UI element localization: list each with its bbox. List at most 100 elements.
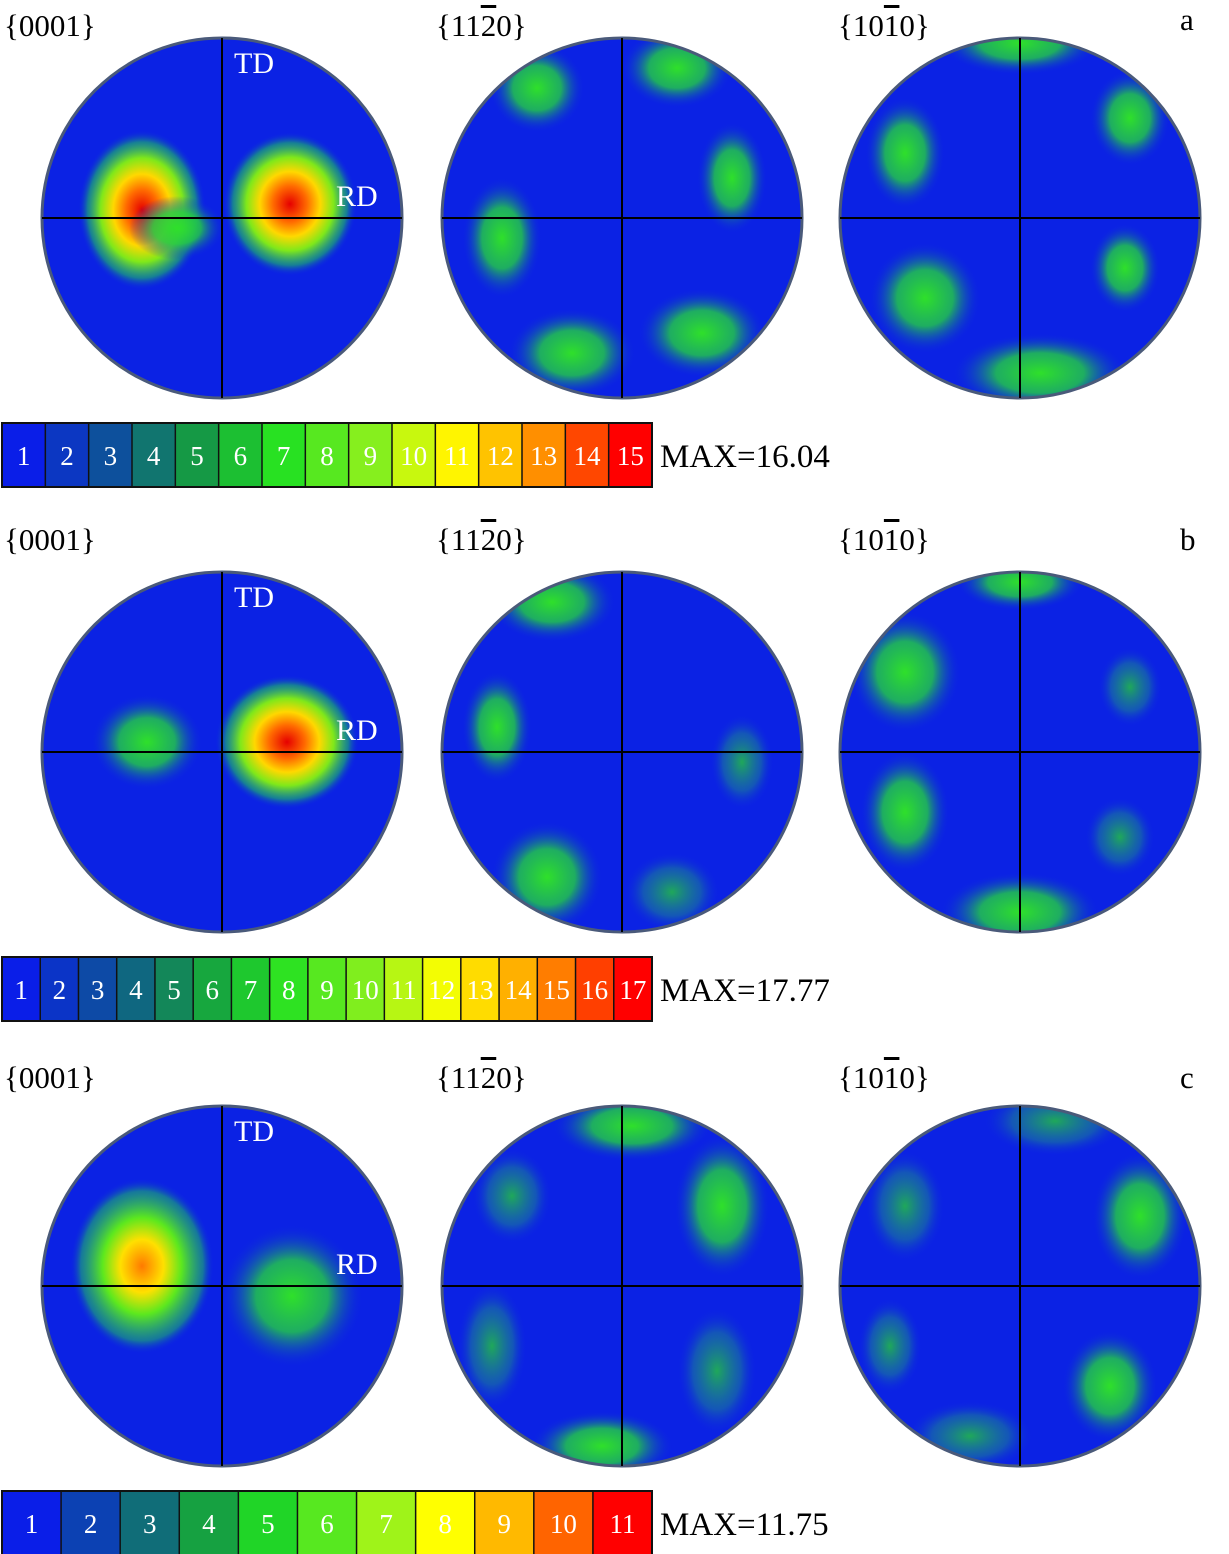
colorbar-segment — [238, 1491, 298, 1554]
colorbar-segment — [154, 957, 194, 1021]
colorbar-tick-label: 5 — [261, 1509, 275, 1539]
intensity-spot — [456, 1282, 528, 1410]
panel-a-header-0001: {0001} — [4, 8, 96, 43]
colorbar-tick-label: 5 — [167, 975, 181, 1005]
colorbar-tick-label: 17 — [619, 975, 646, 1005]
intensity-spot — [1084, 797, 1156, 877]
colorbar-tick-label: 10 — [400, 441, 427, 471]
colorbar-tick-label: 3 — [104, 441, 118, 471]
intensity-spot — [849, 611, 961, 733]
colorbar-segment — [392, 423, 436, 487]
colorbar-segment — [40, 957, 79, 1021]
intensity-spot — [865, 1150, 945, 1262]
colorbar-tick-label: 2 — [60, 441, 74, 471]
colorbar-segment — [132, 423, 176, 487]
colorbar-tick-label: 11 — [444, 441, 470, 471]
colorbar-frame — [1, 422, 653, 488]
intensity-spot — [696, 122, 768, 234]
intensity-spot — [858, 1298, 922, 1394]
pole-figure-b-0001: TD RD — [40, 570, 404, 934]
colorbar-tick-label: 14 — [574, 441, 602, 471]
colorbar-segment — [592, 1491, 653, 1554]
colorbar-segment — [533, 1491, 594, 1554]
colorbar-tick-label: 7 — [244, 975, 258, 1005]
intensity-spot — [869, 242, 981, 354]
intensity-spot — [865, 97, 945, 209]
colorbar-segment — [297, 1491, 358, 1554]
colorbar-tick-label: 7 — [277, 441, 291, 471]
colorbar-c: 1 2 3 4 5 6 7 8 9 10 11 MAX=11.75 — [1, 1490, 829, 1554]
intensity-spot — [530, 1410, 674, 1466]
colorbar-segment — [269, 957, 309, 1021]
colorbar-segment — [346, 957, 385, 1021]
colorbar-segment — [348, 423, 393, 487]
intensity-spot — [677, 1307, 757, 1435]
colorbar-tick-label: 3 — [91, 975, 105, 1005]
intensity-spot — [489, 43, 585, 133]
colorbar-tick-label: 4 — [202, 1509, 216, 1539]
colorbar-tick-label: 6 — [320, 1509, 334, 1539]
colorbar-tick-label: 1 — [17, 441, 31, 471]
intensity-spot — [508, 308, 636, 398]
pole-figure-b-1120 — [440, 570, 804, 934]
colorbar-segment — [61, 1491, 121, 1554]
panel-c-header-1010: {1010} — [838, 1060, 930, 1095]
colorbar-tick-label: 1 — [14, 975, 28, 1005]
intensity-spot — [1062, 1330, 1158, 1442]
colorbar-segment — [565, 423, 610, 487]
pole-figure-c-1010 — [838, 1104, 1202, 1468]
intensity-spot — [462, 177, 542, 299]
panel-b-header-1120: {1120} — [436, 522, 527, 557]
colorbar-segment — [2, 1491, 62, 1554]
colorbar-segment — [88, 423, 133, 487]
colorbar-segment — [120, 1491, 180, 1554]
pole-figure-c-1120 — [440, 1104, 804, 1468]
colorbar-tick-label: 15 — [617, 441, 644, 471]
colorbar-segment — [116, 957, 156, 1021]
colorbar-tick-label: 2 — [53, 975, 67, 1005]
intensity-spot — [222, 132, 358, 276]
intensity-spot — [906, 1400, 1034, 1466]
colorbar-segment — [522, 423, 566, 487]
colorbar-segment — [218, 423, 263, 487]
panel-b-letter: b — [1180, 522, 1196, 557]
colorbar-tick-label: 6 — [206, 975, 220, 1005]
colorbar-segment — [305, 423, 350, 487]
colorbar-tick-label: 9 — [498, 1509, 512, 1539]
colorbar-tick-label: 11 — [390, 975, 416, 1005]
intensity-spot — [860, 751, 950, 873]
colorbar-segment — [422, 957, 462, 1021]
colorbar-segment — [175, 423, 220, 487]
colorbar-segment — [537, 957, 577, 1021]
colorbar-segment — [460, 957, 500, 1021]
colorbar-segment — [474, 1491, 535, 1554]
colorbar-tick-label: 6 — [234, 441, 248, 471]
colorbar-segment — [179, 1491, 239, 1554]
intensity-spot — [70, 1178, 214, 1354]
colorbar-tick-label: 13 — [466, 975, 493, 1005]
colorbar-frame — [1, 956, 653, 1022]
intensity-spot — [1092, 1152, 1188, 1280]
panel-a-header-1120: {1120} — [436, 8, 527, 43]
intensity-spot — [710, 714, 774, 810]
panel-a-letter: a — [1180, 2, 1194, 37]
colorbar-tick-label: 14 — [505, 975, 533, 1005]
pole-figure-a-1010 — [838, 36, 1202, 400]
colorbar-frame — [1, 1490, 653, 1554]
colorbar-max-label: MAX=17.77 — [660, 973, 830, 1009]
intensity-spot — [1098, 647, 1162, 727]
intensity-spot — [952, 333, 1128, 398]
intensity-spot — [674, 1134, 770, 1278]
colorbar-tick-label: 3 — [143, 1509, 157, 1539]
intensity-spot — [624, 852, 720, 932]
colorbar-segment — [478, 423, 523, 487]
td-label: TD — [234, 581, 274, 614]
colorbar-segment — [435, 423, 480, 487]
panel-c-header-0001: {0001} — [4, 1060, 96, 1095]
panel-b-header-0001: {0001} — [4, 522, 96, 557]
intensity-spot — [552, 1106, 712, 1162]
colorbar-tick-label: 10 — [550, 1509, 577, 1539]
colorbar-segment — [262, 423, 306, 487]
intensity-spot — [461, 671, 533, 783]
panel-c-header-1120: {1120} — [436, 1060, 527, 1095]
